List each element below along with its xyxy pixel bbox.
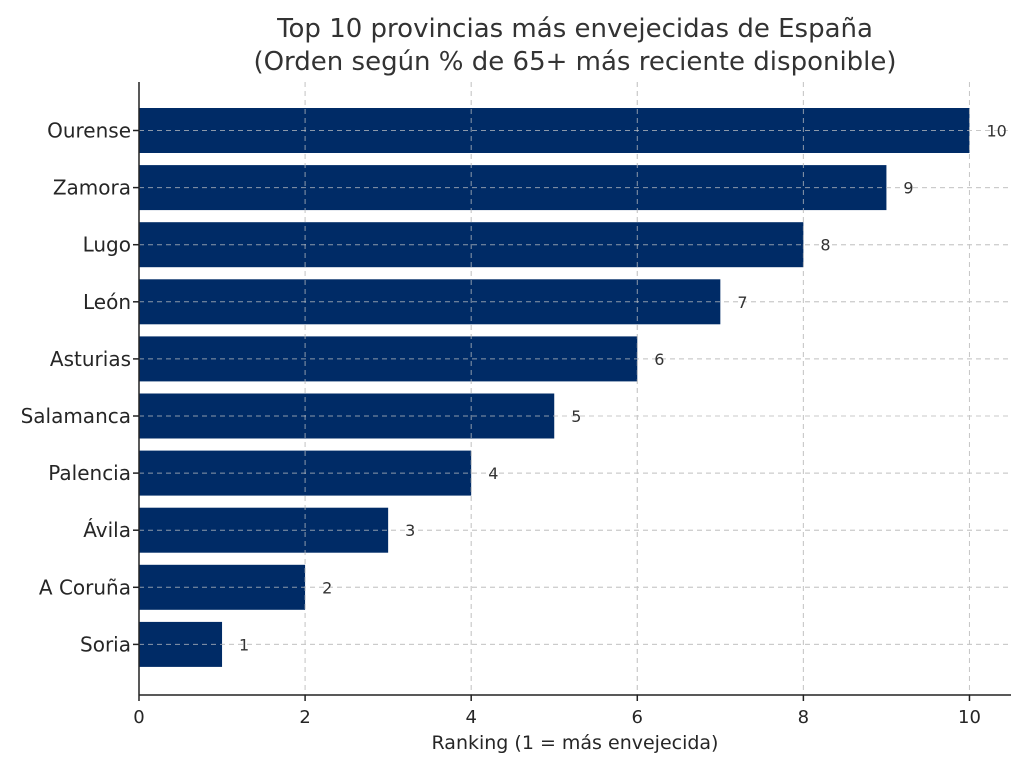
y-tick-label: León	[83, 290, 131, 314]
y-tick-label: Soria	[80, 632, 131, 656]
y-tick-label: A Coruña	[39, 575, 131, 599]
y-tick-label: Lugo	[83, 233, 131, 257]
y-tick-label: Zamora	[53, 176, 131, 200]
chart-title: Top 10 provincias más envejecidas de Esp…	[276, 14, 873, 44]
data-label: 9	[903, 179, 913, 198]
x-axis-label: Ranking (1 = más envejecida)	[432, 732, 719, 754]
data-label: 10	[986, 122, 1006, 141]
data-label: 1	[239, 635, 249, 654]
chart-subtitle: (Orden según % de 65+ más reciente dispo…	[253, 47, 896, 77]
y-tick-label: Asturias	[50, 347, 131, 371]
data-label: 2	[322, 578, 332, 597]
x-tick-label: 0	[133, 707, 144, 728]
x-tick-label: 10	[958, 707, 981, 728]
y-tick-label: Ourense	[47, 119, 131, 143]
y-tick-label: Palencia	[48, 461, 131, 485]
data-label: 5	[571, 407, 581, 426]
x-tick-label: 6	[632, 707, 643, 728]
y-tick-label: Ávila	[83, 518, 131, 542]
bars-layer	[138, 82, 1011, 695]
x-tick-label: 2	[299, 707, 310, 728]
x-tick-label: 8	[798, 707, 809, 728]
data-label: 6	[654, 350, 664, 369]
y-tick-label: Salamanca	[21, 404, 131, 428]
data-label: 7	[737, 293, 747, 312]
data-label: 3	[405, 521, 415, 540]
data-label: 8	[820, 236, 830, 255]
data-label: 4	[488, 464, 498, 483]
x-tick-label: 4	[465, 707, 476, 728]
axis-layer: 0 2 4 6 8 10	[133, 82, 1011, 728]
labels-layer: Ourense 10 Zamora 9 Lugo 8 León 7 Asturias 6 Salam…	[21, 119, 1007, 657]
